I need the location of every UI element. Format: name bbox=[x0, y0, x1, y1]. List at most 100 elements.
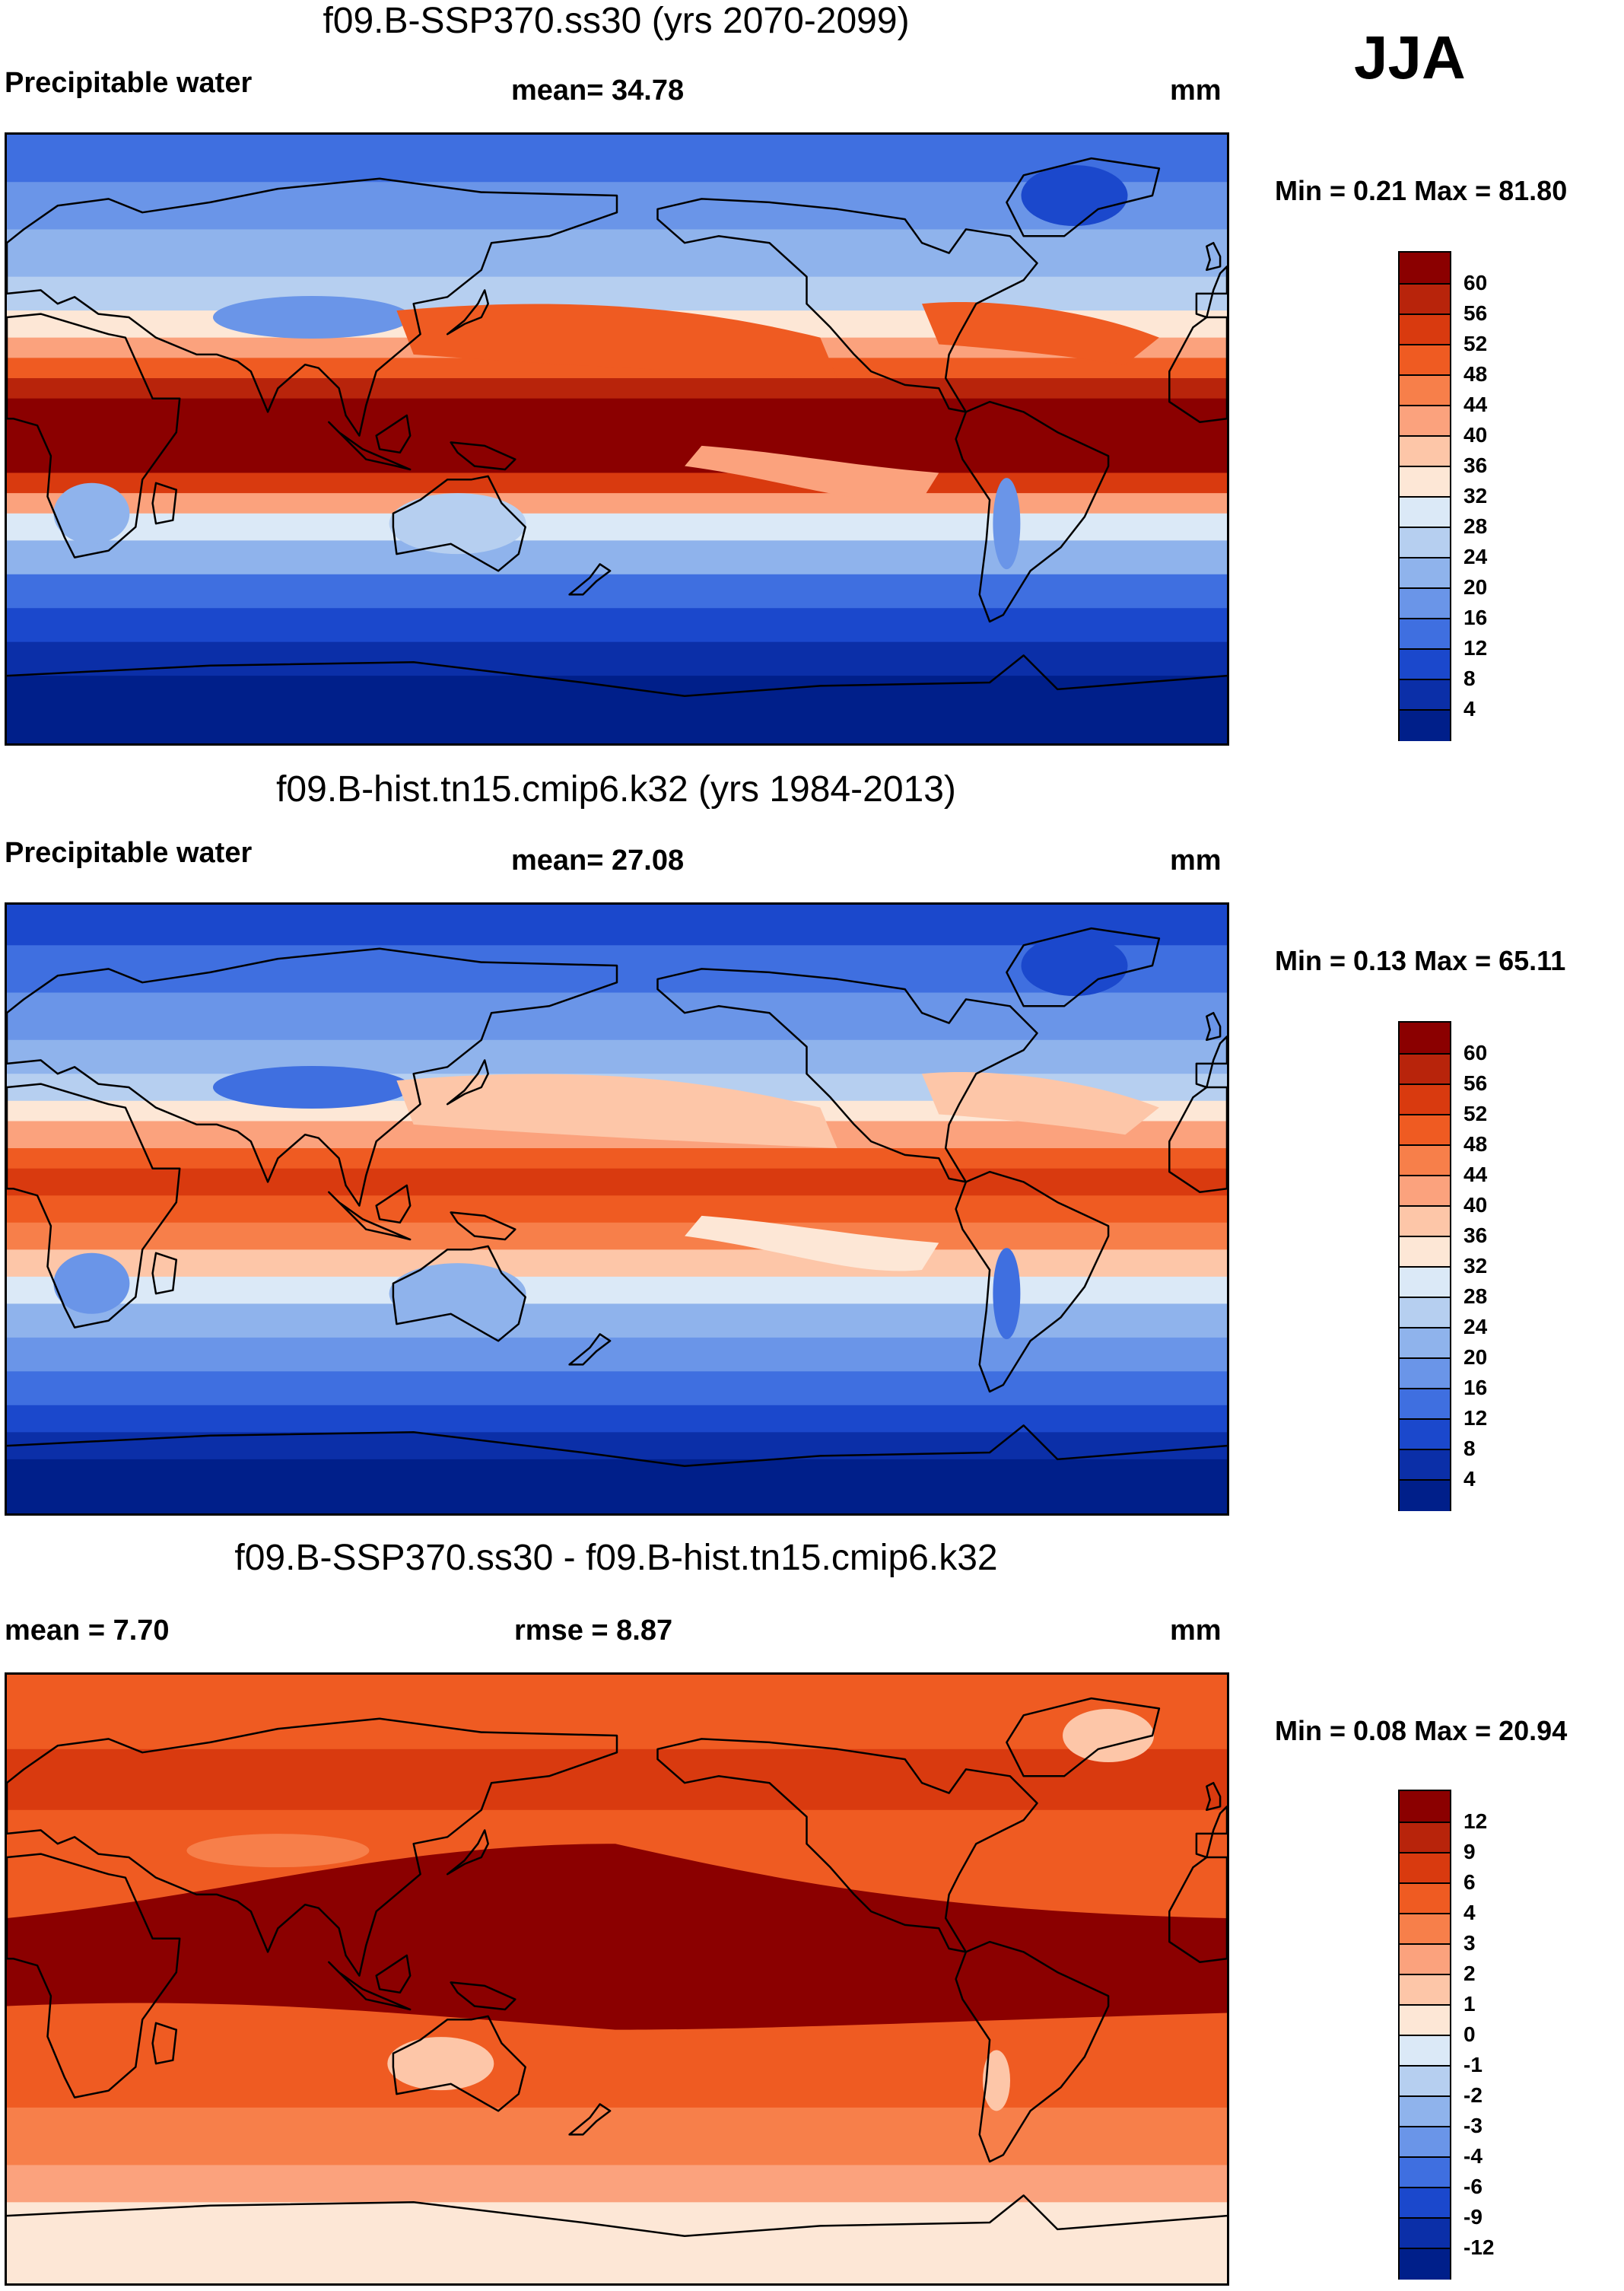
panel-3-minmax: Min = 0.08 Max = 20.94 bbox=[1275, 1715, 1568, 1746]
colorbar-swatch bbox=[1400, 557, 1450, 589]
colorbar-swatch bbox=[1400, 2095, 1450, 2127]
panel-1-map bbox=[5, 132, 1229, 746]
colorbar-swatch bbox=[1400, 679, 1450, 711]
colorbar-swatch bbox=[1400, 2248, 1450, 2280]
panel-3-mean: mean = 7.70 bbox=[5, 1615, 170, 1647]
panel-2-field bbox=[7, 905, 1227, 1513]
colorbar-swatch bbox=[1400, 313, 1450, 345]
colorbar-swatch bbox=[1400, 1943, 1450, 1975]
colorbar-swatch bbox=[1400, 374, 1450, 406]
colorbar-tick-label: -3 bbox=[1464, 2114, 1483, 2137]
colorbar-tick-label: 56 bbox=[1464, 1071, 1488, 1095]
colorbar-tick-label: 52 bbox=[1464, 332, 1488, 355]
colorbar-box bbox=[1398, 1021, 1451, 1511]
colorbar-swatch bbox=[1400, 1882, 1450, 1914]
colorbar-swatch bbox=[1400, 1114, 1450, 1146]
panel-2-minmax: Min = 0.13 Max = 65.11 bbox=[1275, 945, 1566, 976]
colorbar-tick-label: 32 bbox=[1464, 484, 1488, 508]
colorbar-swatch bbox=[1400, 648, 1450, 680]
colorbar-swatch bbox=[1400, 2156, 1450, 2188]
colorbar-tick-label: 60 bbox=[1464, 1041, 1488, 1064]
panel-2-units: mm bbox=[1170, 845, 1222, 877]
colorbar-tick-label: 16 bbox=[1464, 606, 1488, 629]
colorbar-tick-label: 1 bbox=[1464, 1992, 1476, 2016]
colorbar-tick-label: 44 bbox=[1464, 393, 1488, 416]
colorbar-tick-label: 6 bbox=[1464, 1870, 1476, 1894]
colorbar-tick-label: 24 bbox=[1464, 545, 1488, 568]
colorbar-swatch bbox=[1400, 405, 1450, 437]
colorbar-swatch bbox=[1400, 2217, 1450, 2249]
colorbar-swatch bbox=[1400, 618, 1450, 650]
colorbar-tick-label: 0 bbox=[1464, 2022, 1476, 2046]
colorbar-swatch bbox=[1400, 1449, 1450, 1481]
colorbar-swatch bbox=[1400, 1479, 1450, 1511]
colorbar-swatch bbox=[1400, 283, 1450, 315]
colorbar-swatch bbox=[1400, 1791, 1450, 1823]
colorbar-tick-label: 36 bbox=[1464, 1223, 1488, 1247]
panel-3-units: mm bbox=[1170, 1615, 1222, 1647]
colorbar-swatch bbox=[1400, 2004, 1450, 2036]
colorbar-swatch bbox=[1400, 1822, 1450, 1853]
colorbar-swatch bbox=[1400, 1083, 1450, 1115]
colorbar-tick-label: 8 bbox=[1464, 667, 1476, 690]
colorbar-swatch bbox=[1400, 1852, 1450, 1884]
colorbar-swatch bbox=[1400, 1974, 1450, 2006]
panel-3-field bbox=[7, 1675, 1227, 2283]
colorbar-tick-label: 16 bbox=[1464, 1376, 1488, 1399]
colorbar-swatch bbox=[1400, 253, 1450, 285]
colorbar-swatch bbox=[1400, 1297, 1450, 1328]
colorbar-swatch bbox=[1400, 709, 1450, 741]
colorbar-tick-label: 9 bbox=[1464, 1840, 1476, 1863]
colorbar-swatch bbox=[1400, 1205, 1450, 1237]
colorbar-swatch bbox=[1400, 1266, 1450, 1298]
colorbar-tick-label: 4 bbox=[1464, 697, 1476, 721]
colorbar-tick-label: 3 bbox=[1464, 1931, 1476, 1955]
colorbar-swatch bbox=[1400, 587, 1450, 619]
colorbar-tick-label: -9 bbox=[1464, 2205, 1483, 2229]
colorbar-swatch bbox=[1400, 1023, 1450, 1055]
panel-3-title: f09.B-SSP370.ss30 - f09.B-hist.tn15.cmip… bbox=[234, 1538, 998, 1578]
colorbar-tick-label: -6 bbox=[1464, 2175, 1483, 2198]
colorbar-swatch bbox=[1400, 1357, 1450, 1389]
colorbar-tick-label: 4 bbox=[1464, 1467, 1476, 1491]
colorbar-tick-label: 28 bbox=[1464, 514, 1488, 538]
colorbar-tick-label: 56 bbox=[1464, 301, 1488, 325]
colorbar-tick-label: 40 bbox=[1464, 1193, 1488, 1217]
panel-1-variable-label: Precipitable water bbox=[5, 67, 253, 99]
colorbar-swatch bbox=[1400, 2187, 1450, 2219]
panel-3-rmse: rmse = 8.87 bbox=[514, 1615, 673, 1647]
panel-1-field bbox=[7, 135, 1227, 743]
colorbar-swatch bbox=[1400, 527, 1450, 558]
colorbar-swatch bbox=[1400, 1913, 1450, 1945]
colorbar-swatch bbox=[1400, 1175, 1450, 1207]
colorbar-swatch bbox=[1400, 1327, 1450, 1359]
colorbar-tick-label: 48 bbox=[1464, 362, 1488, 386]
panel-2-mean: mean= 27.08 bbox=[511, 845, 685, 877]
colorbar-tick-label: 52 bbox=[1464, 1102, 1488, 1125]
panel-2-map bbox=[5, 902, 1229, 1516]
colorbar-tick-label: 12 bbox=[1464, 1809, 1488, 1833]
panel-1-units: mm bbox=[1170, 75, 1222, 107]
colorbar-tick-label: 48 bbox=[1464, 1132, 1488, 1156]
colorbar-box bbox=[1398, 1790, 1451, 2280]
season-label: JJA bbox=[1354, 24, 1466, 91]
colorbar-box bbox=[1398, 251, 1451, 741]
panel-2-title: f09.B-hist.tn15.cmip6.k32 (yrs 1984-2013… bbox=[276, 769, 956, 810]
colorbar-tick-label: 12 bbox=[1464, 636, 1488, 660]
colorbar-tick-label: 20 bbox=[1464, 575, 1488, 599]
colorbar-swatch bbox=[1400, 1053, 1450, 1085]
colorbar-tick-label: 44 bbox=[1464, 1163, 1488, 1186]
colorbar-swatch bbox=[1400, 1388, 1450, 1420]
colorbar-tick-label: 36 bbox=[1464, 453, 1488, 477]
colorbar-swatch bbox=[1400, 1236, 1450, 1268]
colorbar-tick-label: 4 bbox=[1464, 1901, 1476, 1924]
panel-2-variable-label: Precipitable water bbox=[5, 837, 253, 869]
colorbar-swatch bbox=[1400, 496, 1450, 528]
colorbar-swatch bbox=[1400, 466, 1450, 498]
colorbar-tick-label: 20 bbox=[1464, 1345, 1488, 1369]
colorbar-tick-label: -4 bbox=[1464, 2144, 1483, 2168]
panel-3-map bbox=[5, 1672, 1229, 2286]
panel-1-title: f09.B-SSP370.ss30 (yrs 2070-2099) bbox=[323, 1, 910, 41]
colorbar-tick-label: 24 bbox=[1464, 1315, 1488, 1338]
colorbar-swatch bbox=[1400, 344, 1450, 376]
